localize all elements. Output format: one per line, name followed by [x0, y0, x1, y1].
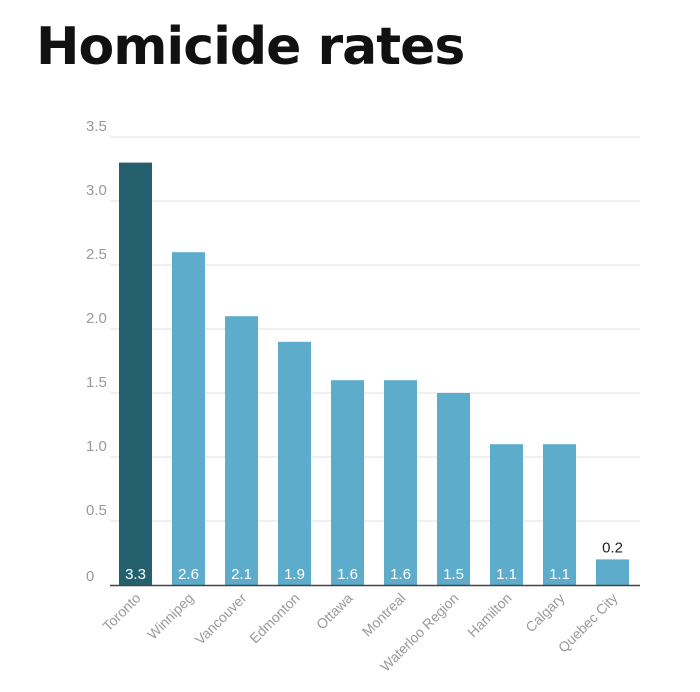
value-label: 3.3: [125, 566, 146, 583]
bar-hamilton: [490, 444, 523, 585]
y-tick-label: 3.0: [86, 182, 107, 199]
bar-edmonton: [278, 341, 311, 585]
bar-winnipeg: [172, 252, 205, 585]
y-tick-label: 1.0: [86, 438, 107, 455]
value-label: 0.2: [602, 539, 623, 556]
y-tick-label: 0.5: [86, 502, 107, 519]
chart-title: Homicide rates: [36, 17, 465, 77]
x-tick-label: Vancouver: [192, 590, 250, 648]
bar-waterloo-region: [437, 393, 470, 585]
value-label: 1.5: [443, 566, 464, 583]
bar-toronto: [119, 162, 152, 585]
value-label: 2.6: [178, 566, 199, 583]
value-label: 1.9: [284, 566, 305, 583]
value-label: 1.6: [390, 566, 411, 583]
bar-ottawa: [331, 380, 364, 585]
y-tick-label: 1.5: [86, 374, 107, 391]
value-labels: 3.3 2.6 2.1 1.9 1.6 1.6 1.5 1.1 1.1 0.2: [125, 539, 623, 583]
x-tick-label: Calgary: [522, 590, 567, 635]
y-tick-label: 2.0: [86, 310, 107, 327]
x-tick-label: Hamilton: [464, 590, 514, 640]
bar-calgary: [543, 444, 576, 585]
x-tick-label: Toronto: [99, 590, 143, 634]
bar-quebec-city: [596, 559, 629, 585]
y-tick-label: 0: [86, 568, 94, 585]
y-tick-label: 2.5: [86, 246, 107, 263]
x-tick-label: Ottawa: [313, 590, 356, 633]
bar-montreal: [384, 380, 417, 585]
y-tick-label: 3.5: [86, 118, 107, 135]
x-tick-label: Montreal: [359, 590, 409, 640]
y-axis-ticks: 0 0.5 1.0 1.5 2.0 2.5 3.0 3.5: [86, 118, 107, 585]
x-tick-label: Edmonton: [246, 590, 302, 646]
value-label: 1.6: [337, 566, 358, 583]
bar-vancouver: [225, 316, 258, 585]
value-label: 1.1: [496, 566, 517, 583]
value-label: 2.1: [231, 566, 252, 583]
value-label: 1.1: [549, 566, 570, 583]
x-tick-label: Winnipeg: [144, 590, 197, 643]
bars: [119, 162, 629, 585]
